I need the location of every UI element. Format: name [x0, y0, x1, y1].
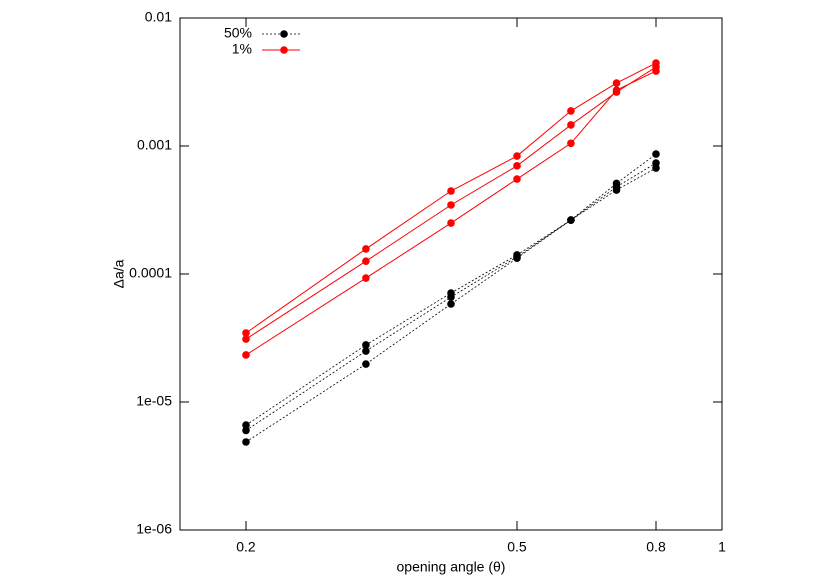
data-point	[447, 293, 455, 301]
x-tick-label: 0.5	[507, 539, 527, 555]
data-point	[447, 187, 455, 195]
data-point	[242, 438, 250, 446]
data-point	[567, 216, 575, 224]
data-point	[242, 426, 250, 435]
data-point	[242, 421, 250, 429]
x-tick-label: 1	[718, 539, 726, 555]
x-tick-label: 0.2	[236, 539, 256, 555]
data-point	[567, 139, 575, 148]
y-tick-label: 1e-06	[136, 521, 172, 537]
legend-label: 1%	[232, 41, 252, 57]
data-point	[362, 347, 370, 355]
data-point	[447, 300, 455, 308]
y-tick-label: 1e-05	[136, 393, 172, 409]
data-point	[362, 360, 370, 368]
data-point	[612, 86, 621, 94]
data-point	[447, 219, 455, 227]
data-point	[513, 152, 521, 160]
y-axis-label: Δa/a	[111, 259, 127, 288]
data-point	[242, 335, 250, 343]
data-point	[652, 164, 660, 172]
y-tick-label: 0.001	[137, 137, 172, 153]
data-point	[362, 245, 370, 253]
data-point	[447, 201, 455, 209]
y-tick-label: 0.01	[145, 9, 172, 25]
y-tick-label: 0.0001	[129, 265, 172, 281]
data-point	[652, 67, 660, 75]
data-point	[567, 107, 575, 115]
legend-marker	[280, 30, 288, 38]
data-point	[612, 186, 621, 194]
data-point	[242, 329, 250, 337]
data-point	[242, 351, 250, 359]
data-point	[612, 79, 621, 87]
x-tick-label: 0.8	[646, 539, 666, 555]
data-point	[513, 254, 521, 262]
data-point	[567, 121, 575, 129]
plot-frame	[179, 17, 723, 531]
series-line	[245, 70, 657, 356]
data-point	[513, 175, 521, 183]
data-point	[513, 162, 521, 170]
data-point	[362, 341, 370, 349]
data-point	[362, 274, 370, 282]
x-axis-label: opening angle (θ)	[397, 559, 506, 575]
legend-marker	[280, 46, 288, 54]
legend-label: 50%	[224, 25, 252, 41]
data-point	[362, 257, 370, 265]
data-point	[652, 150, 660, 158]
